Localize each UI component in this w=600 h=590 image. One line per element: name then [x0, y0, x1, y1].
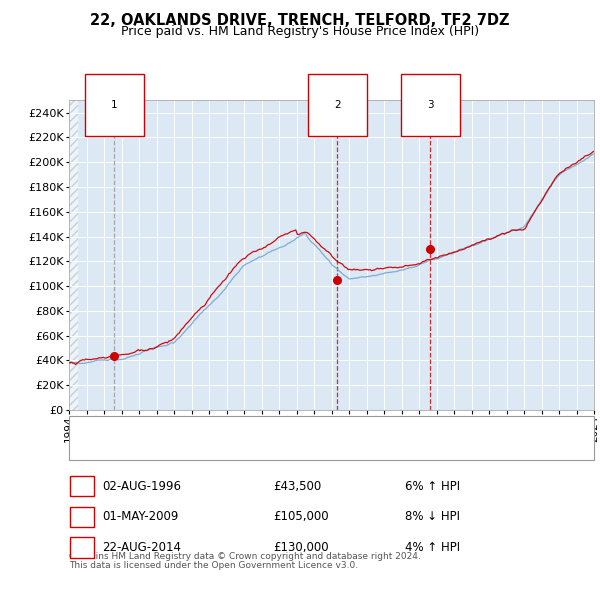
Text: 6% ↑ HPI: 6% ↑ HPI	[405, 480, 460, 493]
Text: 22-AUG-2014: 22-AUG-2014	[102, 541, 181, 554]
Text: HPI: Average price, semi-detached house, Telford and Wrekin: HPI: Average price, semi-detached house,…	[120, 444, 439, 453]
Text: £105,000: £105,000	[273, 510, 329, 523]
Text: Price paid vs. HM Land Registry's House Price Index (HPI): Price paid vs. HM Land Registry's House …	[121, 25, 479, 38]
Text: £130,000: £130,000	[273, 541, 329, 554]
Text: This data is licensed under the Open Government Licence v3.0.: This data is licensed under the Open Gov…	[69, 561, 358, 571]
Text: 2: 2	[334, 100, 341, 110]
Text: £43,500: £43,500	[273, 480, 321, 493]
Text: 1: 1	[111, 100, 118, 110]
Text: 3: 3	[79, 541, 86, 554]
Text: 01-MAY-2009: 01-MAY-2009	[102, 510, 178, 523]
Text: 22, OAKLANDS DRIVE, TRENCH, TELFORD, TF2 7DZ: 22, OAKLANDS DRIVE, TRENCH, TELFORD, TF2…	[90, 13, 510, 28]
Text: 02-AUG-1996: 02-AUG-1996	[102, 480, 181, 493]
Text: 4% ↑ HPI: 4% ↑ HPI	[405, 541, 460, 554]
Text: 22, OAKLANDS DRIVE, TRENCH, TELFORD, TF2 7DZ (semi-detached house): 22, OAKLANDS DRIVE, TRENCH, TELFORD, TF2…	[120, 424, 510, 434]
Text: 1: 1	[79, 480, 86, 493]
Text: 2: 2	[79, 510, 86, 523]
Text: 8% ↓ HPI: 8% ↓ HPI	[405, 510, 460, 523]
Text: Contains HM Land Registry data © Crown copyright and database right 2024.: Contains HM Land Registry data © Crown c…	[69, 552, 421, 562]
Text: 3: 3	[427, 100, 434, 110]
